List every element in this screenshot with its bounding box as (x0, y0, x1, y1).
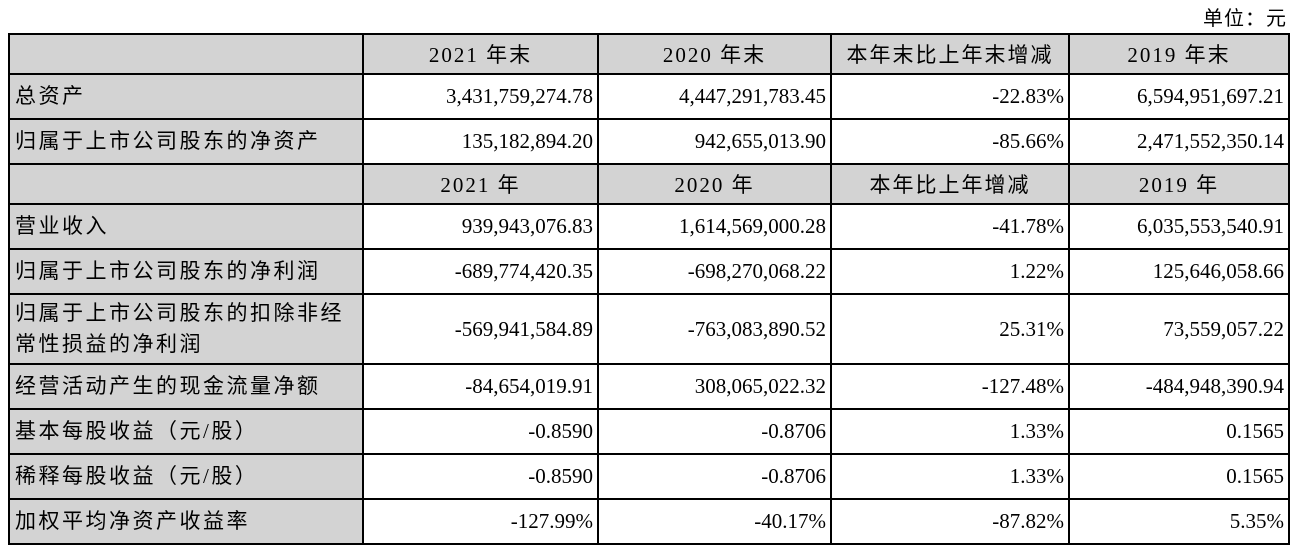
table-row-net-profit-excl-nonrecurring: 归属于上市公司股东的扣除非经常性损益的净利润 -569,941,584.89 -… (8, 293, 1290, 365)
table-row-weighted-avg-roe: 加权平均净资产收益率 -127.99% -40.17% -87.82% 5.35… (8, 498, 1290, 545)
cell-value: 135,182,894.20 (362, 118, 599, 165)
header-cell-2020: 2020 年 (597, 163, 832, 205)
table-row-diluted-eps: 稀释每股收益（元/股） -0.8590 -0.8706 1.33% 0.1565 (8, 453, 1290, 500)
cell-value: 0.1565 (1068, 453, 1290, 500)
cell-value: 1.22% (830, 248, 1070, 295)
cell-value: -698,270,068.22 (597, 248, 832, 295)
cell-value: -569,941,584.89 (362, 293, 599, 365)
row-label: 经营活动产生的现金流量净额 (8, 363, 364, 410)
cell-value: -41.78% (830, 203, 1070, 250)
header-cell-2019-year-end: 2019 年末 (1068, 33, 1290, 75)
row-label: 归属于上市公司股东的扣除非经常性损益的净利润 (8, 293, 364, 365)
cell-value: 1.33% (830, 453, 1070, 500)
cell-value: 125,646,058.66 (1068, 248, 1290, 295)
cell-value: -127.99% (362, 498, 599, 545)
cell-value: 1,614,569,000.28 (597, 203, 832, 250)
row-label: 基本每股收益（元/股） (8, 408, 364, 455)
cell-value: -763,083,890.52 (597, 293, 832, 365)
header-row-year-end: 2021 年末 2020 年末 本年末比上年末增减 2019 年末 (8, 33, 1290, 75)
table-row-net-assets-attributable: 归属于上市公司股东的净资产 135,182,894.20 942,655,013… (8, 118, 1290, 165)
header-row-full-year: 2021 年 2020 年 本年比上年增减 2019 年 (8, 163, 1290, 205)
cell-value: 2,471,552,350.14 (1068, 118, 1290, 165)
header-cell-blank (8, 163, 364, 205)
cell-value: 25.31% (830, 293, 1070, 365)
row-label: 营业收入 (8, 203, 364, 250)
cell-value: 73,559,057.22 (1068, 293, 1290, 365)
row-label: 加权平均净资产收益率 (8, 498, 364, 545)
key-financials-table: 2021 年末 2020 年末 本年末比上年末增减 2019 年末 总资产 3,… (8, 33, 1290, 545)
cell-value: 942,655,013.90 (597, 118, 832, 165)
header-cell-2021-year-end: 2021 年末 (362, 33, 599, 75)
unit-label: 单位：元 (1203, 8, 1287, 30)
cell-value: 3,431,759,274.78 (362, 73, 599, 120)
row-label: 归属于上市公司股东的净资产 (8, 118, 364, 165)
header-cell-yoy-change: 本年比上年增减 (830, 163, 1070, 205)
row-label: 总资产 (8, 73, 364, 120)
cell-value: 939,943,076.83 (362, 203, 599, 250)
cell-value: -0.8590 (362, 453, 599, 500)
cell-value: 0.1565 (1068, 408, 1290, 455)
table-row-operating-revenue: 营业收入 939,943,076.83 1,614,569,000.28 -41… (8, 203, 1290, 250)
cell-value: -84,654,019.91 (362, 363, 599, 410)
cell-value: -484,948,390.94 (1068, 363, 1290, 410)
cell-value: 4,447,291,783.45 (597, 73, 832, 120)
cell-value: -0.8706 (597, 408, 832, 455)
table-row-net-profit-attributable: 归属于上市公司股东的净利润 -689,774,420.35 -698,270,0… (8, 248, 1290, 295)
cell-value: -22.83% (830, 73, 1070, 120)
cell-value: -87.82% (830, 498, 1070, 545)
row-label: 归属于上市公司股东的净利润 (8, 248, 364, 295)
cell-value: -127.48% (830, 363, 1070, 410)
cell-value: 6,594,951,697.21 (1068, 73, 1290, 120)
cell-value: -0.8706 (597, 453, 832, 500)
table-row-total-assets: 总资产 3,431,759,274.78 4,447,291,783.45 -2… (8, 73, 1290, 120)
cell-value: 6,035,553,540.91 (1068, 203, 1290, 250)
cell-value: 308,065,022.32 (597, 363, 832, 410)
header-cell-2021: 2021 年 (362, 163, 599, 205)
table-row-operating-cash-flow: 经营活动产生的现金流量净额 -84,654,019.91 308,065,022… (8, 363, 1290, 410)
cell-value: -0.8590 (362, 408, 599, 455)
header-cell-blank (8, 33, 364, 75)
cell-value: -40.17% (597, 498, 832, 545)
cell-value: -689,774,420.35 (362, 248, 599, 295)
cell-value: 1.33% (830, 408, 1070, 455)
cell-value: -85.66% (830, 118, 1070, 165)
header-cell-2020-year-end: 2020 年末 (597, 33, 832, 75)
header-cell-yoy-year-end-change: 本年末比上年末增减 (830, 33, 1070, 75)
table-row-basic-eps: 基本每股收益（元/股） -0.8590 -0.8706 1.33% 0.1565 (8, 408, 1290, 455)
row-label: 稀释每股收益（元/股） (8, 453, 364, 500)
cell-value: 5.35% (1068, 498, 1290, 545)
header-cell-2019: 2019 年 (1068, 163, 1290, 205)
